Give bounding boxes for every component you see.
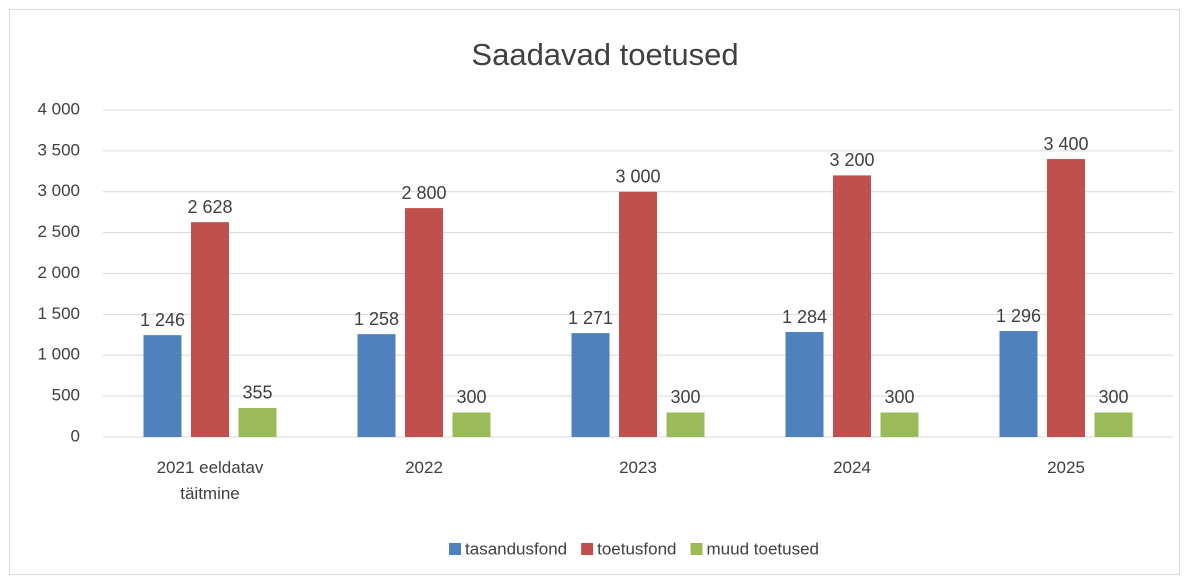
- legend-label: tasandusfond: [465, 539, 567, 558]
- x-tick-label: 2024: [833, 458, 871, 477]
- x-tick-label-box: 2025: [1047, 458, 1085, 477]
- bar: [666, 412, 705, 437]
- bar: [880, 412, 919, 437]
- data-label: 300: [670, 387, 700, 407]
- data-label: 1 271: [568, 308, 613, 328]
- bar: [571, 333, 610, 437]
- bar: [833, 175, 871, 437]
- data-label: 1 296: [996, 306, 1041, 326]
- bar: [191, 222, 229, 437]
- x-tick-label-box: 2023: [619, 458, 657, 477]
- data-label: 1 246: [140, 310, 185, 330]
- y-tick-label: 2 000: [37, 263, 80, 282]
- legend-label: toetusfond: [597, 539, 676, 558]
- x-tick-label-box: 2024: [833, 458, 871, 477]
- bar: [1047, 159, 1085, 438]
- x-tick-label: 2023: [619, 458, 657, 477]
- data-label: 3 000: [615, 167, 660, 187]
- y-tick-label: 3 000: [37, 181, 80, 200]
- data-label: 2 800: [401, 183, 446, 203]
- x-tick-label-box: 2022: [405, 458, 443, 477]
- data-label: 3 400: [1043, 134, 1088, 154]
- bar: [1094, 412, 1133, 437]
- legend-swatch: [581, 543, 594, 555]
- bar: [452, 412, 491, 437]
- bar: [785, 332, 824, 437]
- x-tick-label: 2022: [405, 458, 443, 477]
- y-tick-label: 2 500: [37, 222, 80, 241]
- data-label: 1 284: [782, 307, 827, 327]
- data-label: 2 628: [187, 197, 232, 217]
- data-label: 3 200: [829, 150, 874, 170]
- x-tick-label: 2021 eeldatav täitmine: [156, 458, 264, 503]
- x-tick-label-box: 2021 eeldatav täitmine: [156, 458, 264, 503]
- chart-title: Saadavad toetused: [471, 37, 738, 72]
- legend-swatch: [449, 543, 462, 555]
- bar: [143, 335, 182, 437]
- x-tick-label: 2025: [1047, 458, 1085, 477]
- data-label: 300: [1098, 387, 1128, 407]
- y-tick-label: 1 000: [37, 345, 80, 364]
- y-tick-label: 500: [52, 386, 80, 405]
- legend: tasandusfond toetusfond muud toetused: [449, 539, 819, 558]
- data-label: 300: [884, 387, 914, 407]
- bar: [357, 334, 396, 437]
- legend-label: muud toetused: [707, 539, 819, 558]
- y-tick-label: 3 500: [37, 140, 80, 159]
- legend-swatch: [690, 543, 703, 555]
- y-tick-label: 4 000: [37, 99, 80, 118]
- y-tick-label: 0: [71, 426, 80, 445]
- y-tick-label: 1 500: [37, 304, 80, 323]
- bar: [238, 407, 277, 437]
- bar: [619, 191, 657, 437]
- bar: [999, 331, 1038, 437]
- bar: [405, 208, 443, 437]
- data-label: 300: [456, 387, 486, 407]
- data-label: 1 258: [354, 309, 399, 329]
- data-label: 355: [242, 383, 272, 403]
